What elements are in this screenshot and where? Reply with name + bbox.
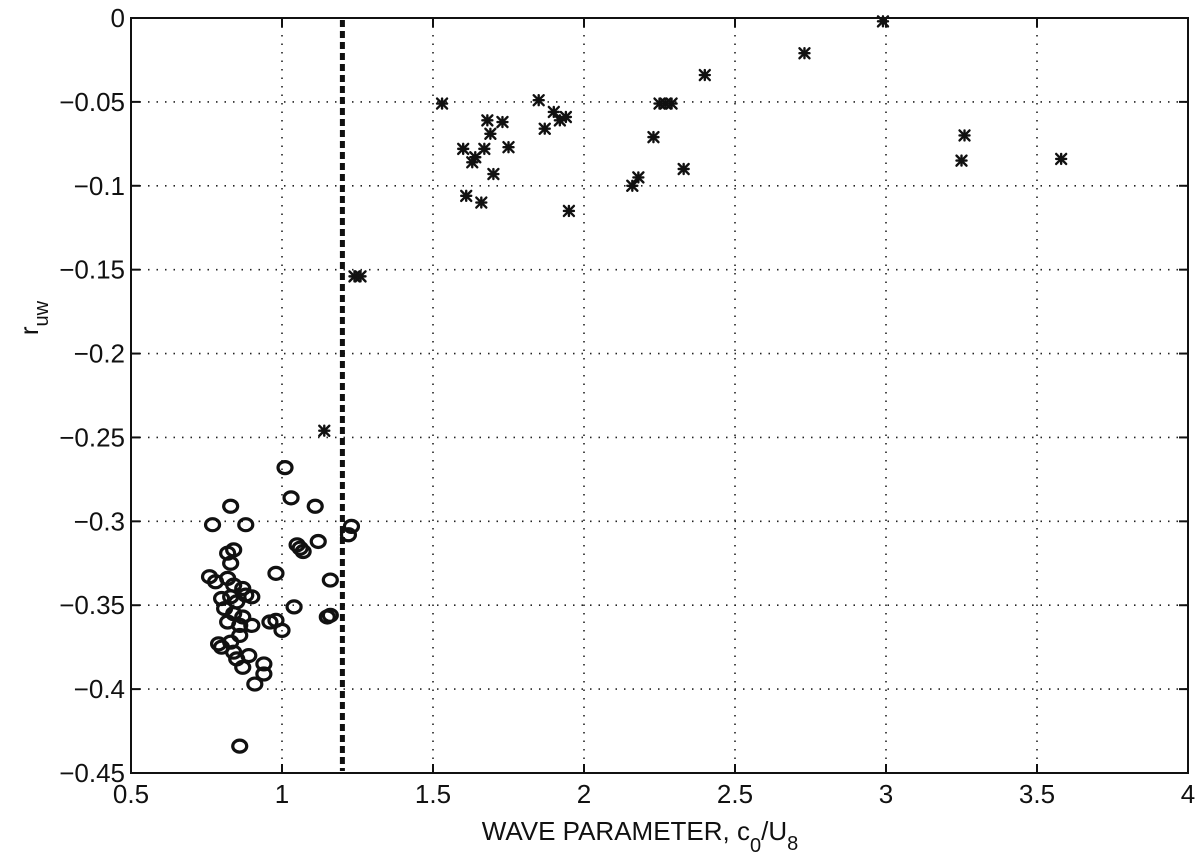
data-point-circle: [276, 460, 294, 476]
data-point-circle: [240, 647, 258, 664]
data-point-circle: [342, 518, 361, 534]
data-point-circle: [339, 527, 358, 543]
data-point-star: [484, 127, 497, 140]
data-point-circle: [203, 517, 222, 533]
data-point-circle: [255, 656, 273, 672]
data-point-circle: [267, 565, 285, 581]
data-point-circle: [237, 517, 255, 533]
data-point-circle: [255, 666, 273, 682]
data-point-star: [626, 179, 639, 192]
y-tick-label: −0.15: [59, 255, 125, 285]
data-point-star: [457, 142, 470, 156]
data-point-star: [958, 129, 971, 142]
data-point-circle: [309, 533, 327, 550]
data-point-circle: [231, 627, 249, 644]
x-tick-label: 3.5: [1019, 779, 1055, 809]
data-point-star: [475, 196, 488, 209]
data-point-circle: [225, 606, 243, 622]
x-tick-label: 2.5: [717, 779, 753, 809]
data-point-star: [647, 130, 660, 144]
tick-labels: 0.5 1 1.5 2 2.5 3 3.5 4 0 −0.05 −0.1 −0.15 −0.2 −0.25…: [59, 3, 1195, 809]
data-point-star: [562, 204, 576, 218]
data-point-circle: [285, 599, 303, 615]
y-axis-label: ruw: [14, 300, 53, 335]
data-point-star: [435, 97, 449, 110]
x-tick-label: 2: [577, 779, 591, 809]
data-point-star: [547, 105, 560, 119]
data-point-circle: [306, 498, 324, 514]
y-tick-label: −0.25: [59, 422, 125, 452]
data-point-star: [876, 15, 890, 28]
data-point-circle: [321, 572, 339, 588]
y-tick-label: −0.1: [74, 171, 125, 201]
data-point-circle: [243, 589, 261, 605]
y-tick-label: −0.3: [74, 506, 125, 536]
y-tick-label: −0.4: [74, 674, 125, 704]
data-point-star: [559, 110, 573, 124]
ticks: [130, 17, 1189, 774]
y-tick-label: 0: [111, 3, 125, 33]
data-point-circle: [273, 622, 291, 638]
data-point-circle: [243, 617, 261, 633]
x-tick-label: 1: [275, 779, 289, 809]
data-point-circle: [282, 490, 300, 506]
data-point-circle: [222, 555, 240, 571]
data-point-circle: [246, 676, 264, 692]
data-point-star: [502, 140, 515, 154]
data-point-star: [532, 94, 545, 107]
plot-frame: [130, 17, 1189, 774]
data-point-star: [538, 122, 551, 135]
data-point-star: [632, 171, 645, 184]
x-tick-label: 4: [1181, 779, 1195, 809]
y-tick-label: −0.45: [59, 758, 125, 788]
x-tick-label: 0.5: [113, 779, 149, 809]
y-tick-label: −0.05: [59, 87, 125, 117]
data-point-star: [487, 167, 500, 181]
data-point-circle: [234, 659, 252, 675]
data-point-star: [354, 270, 367, 283]
data-point-star: [665, 97, 678, 110]
y-tick-label: −0.35: [59, 590, 125, 620]
grid: [131, 18, 1188, 773]
data-point-circle: [234, 609, 252, 625]
y-tick-label: −0.2: [74, 339, 125, 369]
data-point-circle: [222, 498, 240, 514]
data-points: [200, 15, 1068, 754]
data-point-star: [677, 162, 690, 176]
data-point-star: [698, 68, 711, 82]
data-point-circle: [294, 543, 312, 560]
data-point-circle: [225, 542, 243, 558]
data-point-circle: [231, 617, 249, 633]
data-point-star: [1054, 152, 1068, 166]
data-point-circle: [321, 607, 339, 623]
data-point-star: [460, 189, 473, 203]
data-point-circle: [231, 738, 249, 754]
data-point-star: [318, 424, 331, 437]
data-point-star: [955, 154, 968, 167]
data-point-star: [496, 115, 509, 129]
x-axis-label: WAVE PARAMETER, c0/U8: [482, 816, 798, 857]
x-tick-label: 1.5: [415, 779, 451, 809]
x-tick-label: 3: [879, 779, 893, 809]
data-point-star: [481, 114, 494, 127]
data-point-star: [798, 47, 811, 60]
data-point-star: [478, 142, 491, 156]
